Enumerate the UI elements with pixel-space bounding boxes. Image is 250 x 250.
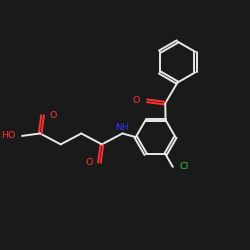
Text: O: O: [133, 96, 140, 105]
Text: HO: HO: [1, 132, 15, 140]
Text: O: O: [85, 158, 93, 167]
Text: NH: NH: [116, 123, 130, 132]
Text: Cl: Cl: [180, 162, 189, 171]
Text: O: O: [49, 111, 57, 120]
